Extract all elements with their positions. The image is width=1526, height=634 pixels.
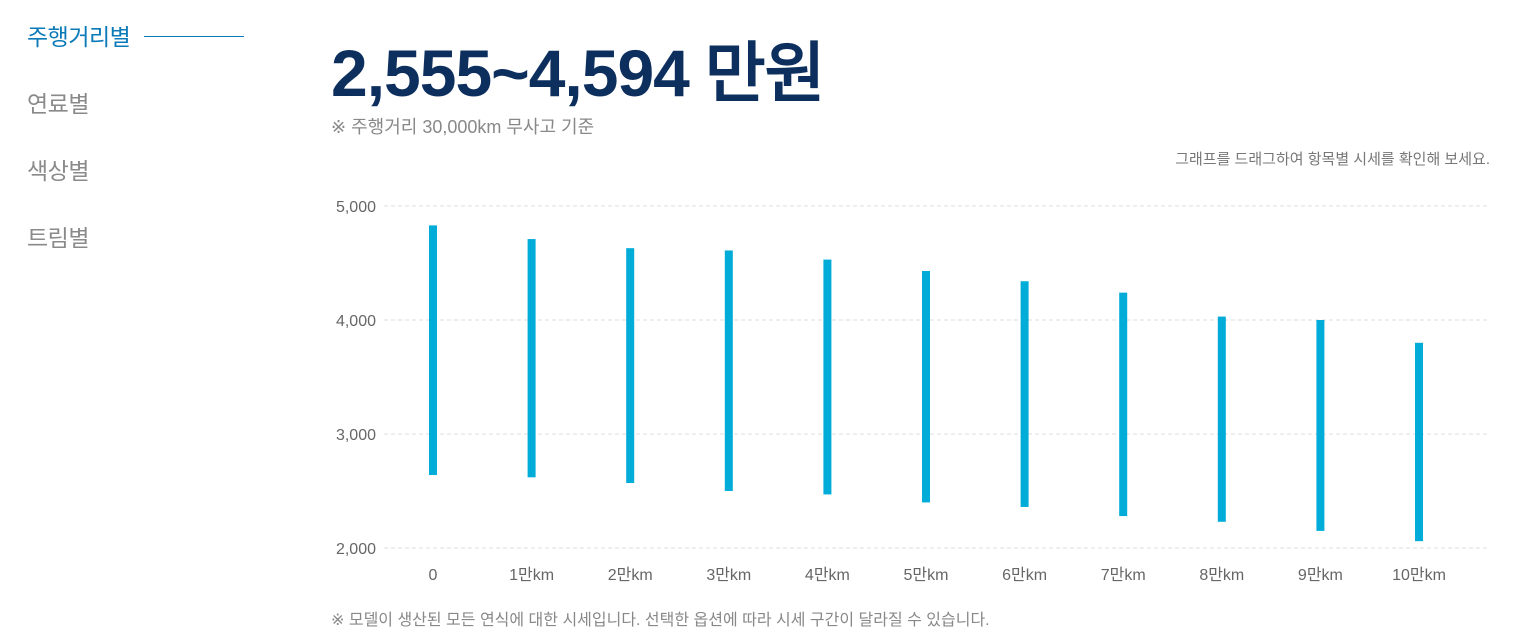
active-indicator-line [144, 36, 245, 37]
range-bar[interactable] [527, 239, 536, 478]
range-bar[interactable] [1119, 292, 1128, 517]
sidebar-item-color[interactable]: 색상별 [27, 152, 257, 219]
range-bar[interactable] [922, 270, 930, 503]
sidebar-item-label: 연료별 [27, 91, 89, 117]
range-bar[interactable] [1415, 342, 1423, 542]
price-range-headline: 2,555~4,594 만원 [331, 20, 825, 116]
x-tick-label: 6만km [1002, 566, 1047, 584]
range-bar[interactable] [1316, 320, 1325, 531]
x-tick-label: 3만km [706, 566, 751, 584]
x-tick-label: 4만km [805, 566, 850, 584]
y-tick-label: 5,000 [336, 199, 376, 216]
x-tick-label: 9만km [1298, 566, 1343, 584]
x-tick-label: 5만km [904, 566, 949, 584]
x-tick-label: 10만km [1392, 566, 1446, 584]
sidebar-nav: 주행거리별 연료별 색상별 트림별 [27, 18, 257, 286]
drag-hint: 그래프를 드래그하여 항목별 시세를 확인해 보세요. [1175, 151, 1490, 168]
sidebar-item-mileage[interactable]: 주행거리별 [27, 18, 257, 85]
range-bar[interactable] [626, 248, 635, 484]
basis-note: ※ 주행거리 30,000km 무사고 기준 [331, 117, 595, 137]
sidebar-item-label: 주행거리별 [27, 24, 131, 50]
footnote: ※ 모델이 생산된 모든 연식에 대한 시세입니다. 선택한 옵션에 따라 시세… [331, 612, 990, 629]
x-tick-label: 7만km [1101, 566, 1146, 584]
y-tick-label: 2,000 [336, 541, 376, 558]
price-range-value: 2,555~4,594 [331, 36, 690, 110]
sidebar-item-label: 트림별 [27, 225, 89, 251]
x-tick-label: 1만km [509, 566, 554, 584]
x-tick-label: 0 [429, 567, 438, 584]
range-bar[interactable] [823, 259, 832, 495]
y-tick-label: 4,000 [336, 313, 376, 330]
sidebar-item-label: 색상별 [27, 158, 89, 184]
sidebar-item-trim[interactable]: 트림별 [27, 219, 257, 286]
sidebar-item-fuel[interactable]: 연료별 [27, 85, 257, 152]
x-tick-label: 2만km [608, 566, 653, 584]
y-tick-label: 3,000 [336, 427, 376, 444]
range-bar[interactable] [1217, 316, 1226, 522]
range-bar[interactable] [724, 250, 733, 491]
x-tick-label: 8만km [1199, 566, 1244, 584]
range-bar[interactable] [429, 225, 437, 476]
price-unit: 만원 [704, 36, 825, 110]
range-bar[interactable] [1020, 281, 1029, 507]
